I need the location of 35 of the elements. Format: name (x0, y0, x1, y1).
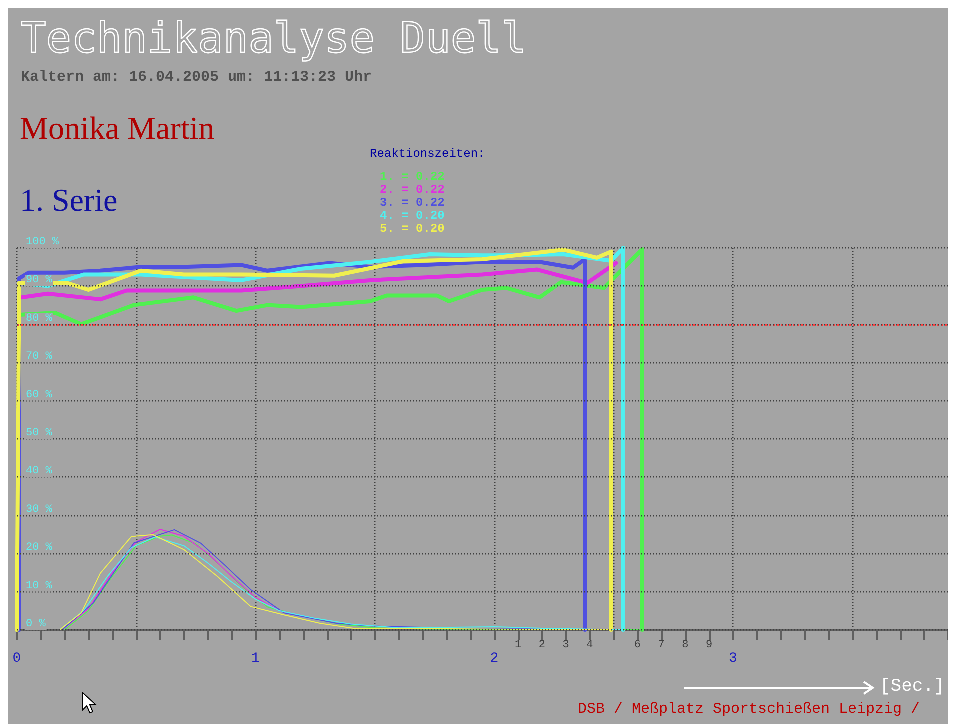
chart-subtitle: Kaltern am: 16.04.2005 um: 11:13:23 Uhr (21, 69, 372, 86)
y-tick-label: 50 % (26, 428, 53, 440)
y-tick-label: 30 % (26, 504, 53, 516)
x2-tick-label: 4 (586, 640, 594, 652)
x2-tick-label: 9 (706, 640, 713, 652)
text: 5. = 0.20 (380, 222, 445, 236)
y-tick-label: 80 % (26, 312, 53, 325)
x2-tick-label: 3 (562, 640, 570, 652)
y-tick-label: 20 % (26, 542, 53, 554)
chart-title: Technikanalyse Duell (21, 14, 527, 62)
text: 1. Serie (20, 182, 118, 218)
x2-tick-label: 2 (538, 640, 546, 652)
y-tick-label: 90 % (26, 274, 53, 287)
y-tick-label: 70 % (26, 351, 53, 364)
legend-title: Reaktionszeiten: (370, 147, 486, 161)
text: 2. = 0.22 (380, 183, 445, 197)
x-tick-label: 0 (12, 651, 22, 667)
y-tick-label: 40 % (26, 466, 53, 478)
y-tick-label: 60 % (26, 389, 53, 402)
x2-tick-label: 7 (658, 640, 665, 652)
x2-tick-label: 6 (634, 640, 641, 652)
y-tick-label: 10 % (26, 580, 53, 592)
x-tick-label: 3 (728, 651, 738, 667)
y-tick-label: 0 % (26, 618, 46, 630)
y-tick-label: 100 % (26, 236, 60, 248)
x2-tick-label: 8 (682, 640, 689, 652)
x-axis-title: [Sec.] (880, 677, 945, 697)
text: 1. = 0.22 (380, 170, 445, 184)
x-tick-label: 1 (252, 651, 260, 667)
text: DSB / Meßplatz Sportschießen Leipzig / (578, 701, 920, 718)
text: 4. = 0.20 (380, 209, 445, 223)
text: Monika Martin (20, 110, 215, 146)
text: 3. = 0.22 (380, 196, 445, 210)
x-tick-label: 2 (490, 651, 499, 667)
x2-tick-label: 1 (515, 640, 522, 652)
